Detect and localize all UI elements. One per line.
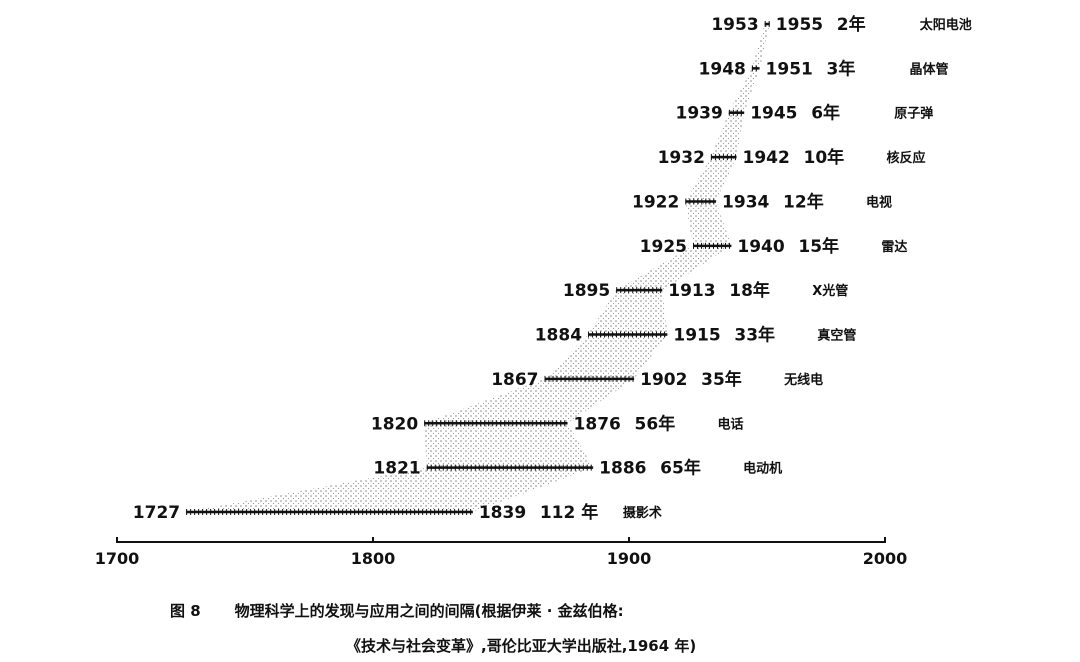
figure-caption-text: 物理科学上的发现与应用之间的间隔(根据伊莱 · 金兹伯格: <box>234 602 624 620</box>
interval-years-label: 15年 <box>798 236 839 257</box>
x-tick-label: 1700 <box>95 549 140 568</box>
invention-label: 真空管 <box>817 328 856 344</box>
application-year-label: 1839 <box>479 503 526 523</box>
discovery-year-label: 1925 <box>640 237 687 257</box>
invention-label: 晶体管 <box>910 61 949 77</box>
discovery-year-label: 1895 <box>563 281 610 301</box>
figure-caption-line2: 《技术与社会变革》,哥伦比亚大学出版社,1964 年) <box>346 637 697 655</box>
application-year-label: 1940 <box>737 237 784 257</box>
application-year-label: 1945 <box>750 104 797 124</box>
invention-label: 电动机 <box>743 461 782 477</box>
discovery-year-label: 1867 <box>491 370 538 390</box>
x-tick-label: 2000 <box>863 549 908 568</box>
interval-years-label: 35年 <box>701 369 742 390</box>
interval-years-label: 2年 <box>837 14 866 35</box>
interval-years-label: 56年 <box>635 413 676 434</box>
interval-years-label: 6年 <box>811 103 840 124</box>
application-year-label: 1913 <box>668 281 715 301</box>
invention-label: X光管 <box>812 283 848 299</box>
figure-number: 图 8 <box>170 602 201 620</box>
discovery-year-label: 1884 <box>535 326 582 346</box>
discovery-year-label: 1820 <box>371 414 418 434</box>
x-tick-label: 1900 <box>607 549 652 568</box>
interval-years-label: 33年 <box>734 325 775 346</box>
invention-label: 核反应 <box>887 150 926 166</box>
discovery-year-label: 1727 <box>133 503 180 523</box>
interval-chart: 1727 1839 112 年 摄影术 1821 1886 65年 电动机 1820 1876 56… <box>95 14 972 568</box>
application-year-label: 1876 <box>574 414 621 434</box>
interval-years-label: 65年 <box>660 458 701 479</box>
discovery-year-label: 1922 <box>632 192 679 212</box>
interval-years-label: 10年 <box>804 147 845 168</box>
application-year-label: 1915 <box>673 326 720 346</box>
invention-label: 雷达 <box>881 239 907 255</box>
invention-label: 太阳电池 <box>919 17 972 33</box>
application-year-label: 1902 <box>640 370 687 390</box>
discovery-year-label: 1821 <box>373 459 420 479</box>
interval-years-label: 18年 <box>729 280 770 301</box>
discovery-year-label: 1932 <box>658 148 705 168</box>
application-year-label: 1934 <box>722 192 769 212</box>
application-year-label: 1942 <box>743 148 790 168</box>
invention-label: 无线电 <box>783 372 823 388</box>
discovery-year-label: 1939 <box>676 104 723 124</box>
figure-caption-line1: 图 8 物理科学上的发现与应用之间的间隔(根据伊莱 · 金兹伯格: <box>170 600 624 621</box>
discovery-year-label: 1948 <box>699 59 746 79</box>
application-year-label: 1886 <box>599 459 646 479</box>
discovery-year-label: 1953 <box>711 15 758 35</box>
invention-label: 电话 <box>718 416 744 432</box>
interval-band <box>186 24 770 512</box>
invention-label: 摄影术 <box>623 505 662 521</box>
application-year-label: 1951 <box>766 59 813 79</box>
x-tick-label: 1800 <box>351 549 396 568</box>
invention-label: 原子弹 <box>894 106 933 122</box>
invention-label: 电视 <box>866 194 892 210</box>
interval-years-label: 112 年 <box>540 502 598 523</box>
x-axis: 1700 1800 1900 2000 <box>95 537 908 568</box>
interval-years-label: 12年 <box>783 191 824 212</box>
interval-years-label: 3年 <box>827 58 856 79</box>
application-year-label: 1955 <box>776 15 823 35</box>
